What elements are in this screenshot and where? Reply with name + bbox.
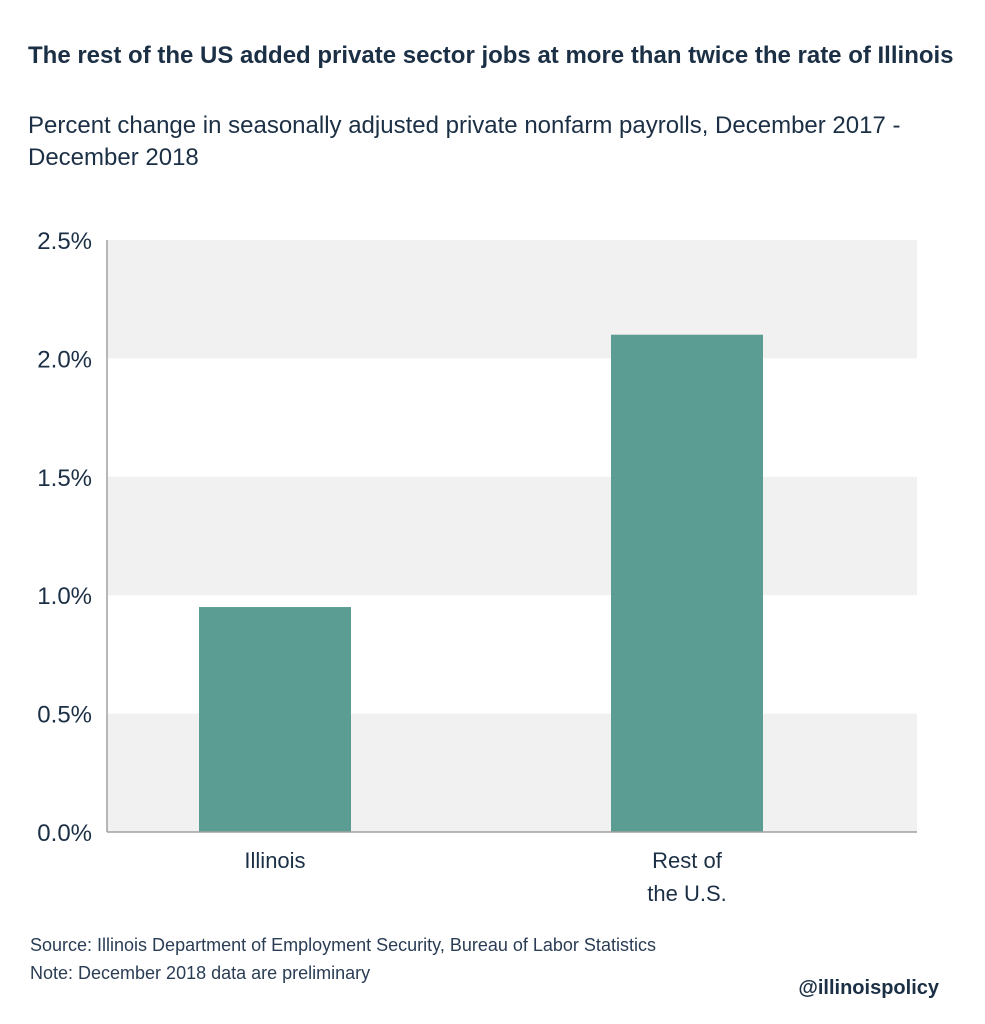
x-tick-label: the U.S. [647,881,726,906]
y-tick-label: 2.5% [37,228,92,255]
twitter-handle: @illinoispolicy [798,977,939,999]
y-tick-label: 0.5% [37,702,92,729]
data-note: Note: December 2018 data are preliminary [30,963,371,983]
bar-illinois [199,607,351,832]
chart-title: The rest of the US added private sector … [28,42,954,69]
x-tick-label: Illinois [244,848,305,873]
x-tick-label: Rest of [652,848,723,873]
grid-band [107,476,917,596]
y-tick-label: 1.0% [37,583,92,610]
y-tick-label: 0.0% [37,820,92,847]
bar-rest-of-the-u-s- [611,334,763,832]
y-tick-label: 2.0% [37,346,92,373]
chart-subtitle: Percent change in seasonally adjusted pr… [28,112,901,171]
grid-band [107,240,917,359]
y-tick-label: 1.5% [37,465,92,492]
source-note: Source: Illinois Department of Employmen… [30,935,656,955]
